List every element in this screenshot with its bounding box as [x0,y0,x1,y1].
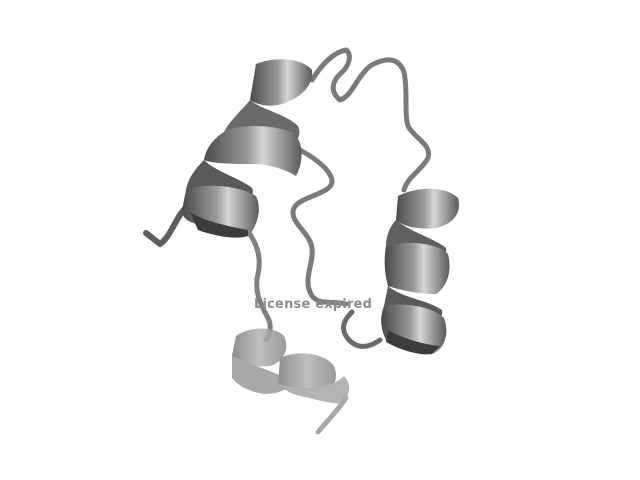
loop-helix1-to-helix3 [290,147,349,307]
middle-connector [243,225,273,343]
helix-2-faded [232,328,350,404]
helix-1 [182,59,313,238]
top-loop [309,47,432,193]
loop-helix3-to-helix2 [341,309,383,349]
helix-3 [381,188,460,355]
license-watermark: License expired [254,297,373,312]
